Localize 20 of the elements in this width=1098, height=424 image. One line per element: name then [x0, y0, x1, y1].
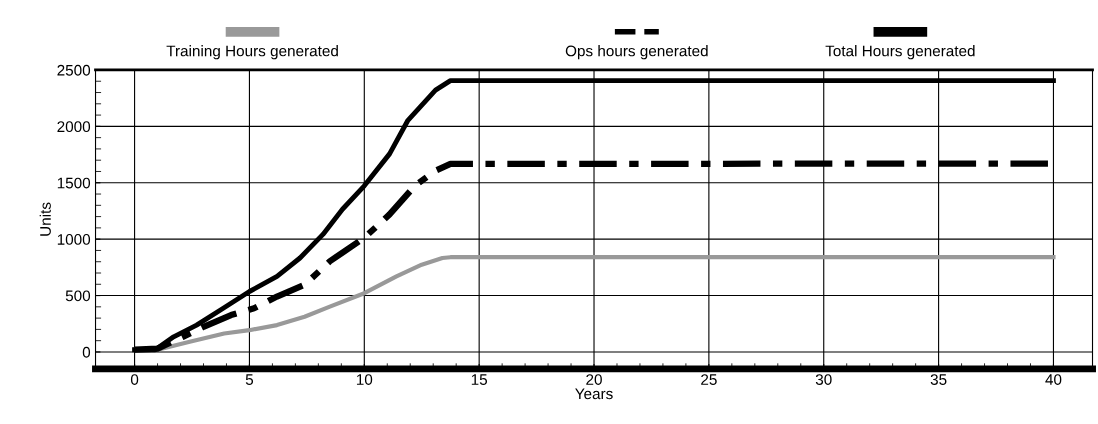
y-tick-label: 500: [65, 290, 91, 302]
x-tick-label: 5: [245, 374, 254, 385]
y-tick-label: 1000: [57, 234, 91, 245]
y-tick-label: 2500: [57, 64, 91, 76]
legend-label: Total Hours generated: [825, 45, 975, 60]
x-tick-label: 0: [130, 374, 139, 385]
y-tick-label: 1500: [57, 177, 91, 189]
y-axis-title: Units: [39, 202, 51, 236]
legend-label: Ops hours generated: [565, 45, 708, 60]
y-tick-label: 0: [82, 346, 91, 358]
x-tick-label: 40: [1045, 374, 1062, 385]
x-tick-label: 25: [701, 374, 717, 385]
legend-label: Training Hours generated: [166, 45, 338, 60]
x-tick-label: 20: [586, 374, 602, 385]
y-tick-label: 2000: [57, 121, 91, 133]
x-tick-label: 10: [356, 374, 373, 385]
x-tick-label: 35: [930, 374, 947, 385]
x-tick-label: 15: [471, 374, 488, 385]
x-tick-label: 30: [815, 374, 832, 385]
x-axis-title: Years: [575, 388, 613, 400]
